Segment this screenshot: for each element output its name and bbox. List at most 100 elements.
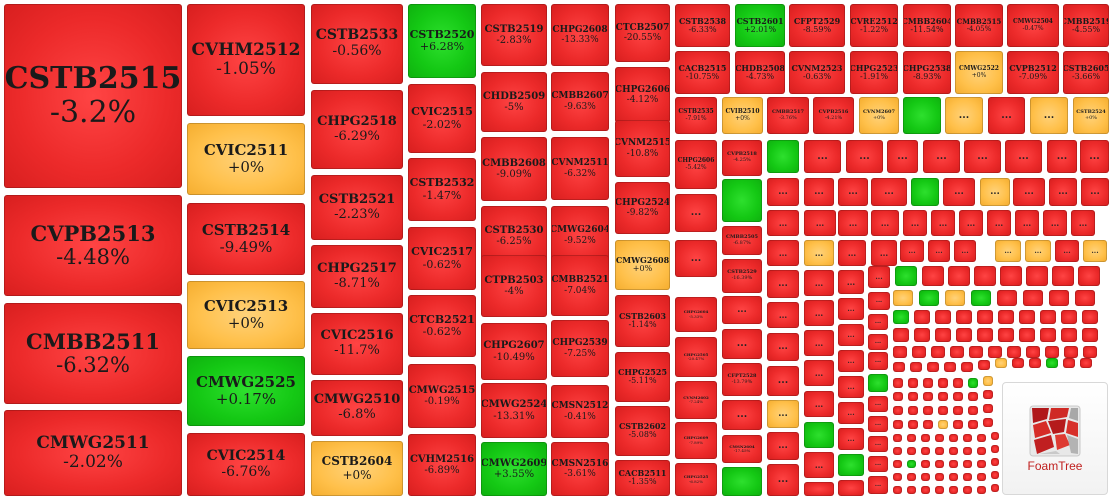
collapsed-tile[interactable]: ... [931,210,955,236]
treemap-tile[interactable]: CSTB2532 -1.47% [408,158,476,221]
collapsed-tile[interactable] [893,447,902,455]
treemap-tile[interactable]: CHPG2525 -5.11% [615,352,670,402]
collapsed-tile[interactable] [983,376,993,386]
collapsed-tile[interactable] [910,362,922,372]
collapsed-tile[interactable] [953,378,963,388]
collapsed-tile[interactable]: ... [675,240,717,277]
collapsed-tile[interactable] [977,460,986,468]
treemap-tile[interactable]: CHDB2508 -4.73% [735,51,785,94]
treemap-tile[interactable]: CHDB2509 -5% [481,72,547,132]
collapsed-tile[interactable]: ... [767,178,799,206]
treemap-tile[interactable]: CTCB2521 -0.62% [408,295,476,357]
collapsed-tile[interactable] [968,420,978,429]
collapsed-tile[interactable] [991,471,999,479]
collapsed-tile[interactable]: ... [871,178,907,206]
treemap-tile[interactable]: CVNM2523 -0.63% [789,51,845,94]
collapsed-tile[interactable] [903,97,941,134]
collapsed-tile[interactable]: ... [980,178,1010,206]
collapsed-tile[interactable]: ... [804,360,834,386]
collapsed-tile[interactable] [914,310,930,324]
collapsed-tile[interactable] [991,432,999,440]
collapsed-tile[interactable] [927,362,939,372]
treemap-tile[interactable]: CSTB2519 -2.83% [481,4,547,66]
collapsed-tile[interactable] [893,328,909,342]
collapsed-tile[interactable] [977,473,986,481]
treemap-tile[interactable]: CVIC2511 +0% [187,123,305,195]
collapsed-tile[interactable]: ... [838,298,864,320]
collapsed-tile[interactable]: ... [1049,178,1077,206]
treemap-tile[interactable]: CMBB2515 -4.05% [955,4,1003,47]
collapsed-tile[interactable] [908,420,918,429]
collapsed-tile[interactable] [969,346,983,358]
collapsed-tile[interactable] [907,460,916,468]
collapsed-tile[interactable]: ... [928,240,950,262]
treemap-tile[interactable]: CHPG2505 -20.47% [675,337,717,377]
collapsed-tile[interactable] [1061,310,1077,324]
collapsed-tile[interactable]: ... [900,240,924,262]
collapsed-tile[interactable] [1040,328,1056,342]
treemap-tile[interactable]: CHPG2609 -7.89% [675,422,717,459]
collapsed-tile[interactable]: ... [871,210,899,236]
treemap-tile[interactable]: CVNM2515 -10.8% [615,120,670,177]
collapsed-tile[interactable] [963,447,972,455]
collapsed-tile[interactable]: ... [943,178,975,206]
collapsed-tile[interactable] [949,473,958,481]
collapsed-tile[interactable] [935,460,944,468]
collapsed-tile[interactable] [1075,290,1095,306]
collapsed-tile[interactable] [974,266,996,286]
collapsed-tile[interactable]: ... [767,432,799,460]
collapsed-tile[interactable] [923,392,933,401]
collapsed-tile[interactable] [893,290,913,306]
collapsed-tile[interactable] [804,482,834,496]
treemap-tile[interactable]: CMWG2609 +3.55% [481,442,547,496]
collapsed-tile[interactable] [907,473,916,481]
collapsed-tile[interactable]: ... [868,314,888,330]
collapsed-tile[interactable]: ... [722,400,762,430]
treemap-tile[interactable]: CMBB2519 -4.55% [1063,4,1109,47]
treemap-tile[interactable]: CMWG2522 +0% [955,51,1003,94]
treemap-tile[interactable]: CSTB2604 +0% [311,441,403,496]
collapsed-tile[interactable] [919,290,939,306]
collapsed-tile[interactable] [935,486,944,494]
collapsed-tile[interactable]: ... [767,333,799,361]
collapsed-tile[interactable] [893,420,903,429]
collapsed-tile[interactable] [935,328,951,342]
collapsed-tile[interactable] [1082,328,1098,342]
collapsed-tile[interactable] [971,290,991,306]
collapsed-tile[interactable] [977,310,993,324]
collapsed-tile[interactable] [991,484,999,492]
treemap-tile[interactable]: CVIC2513 +0% [187,281,305,349]
collapsed-tile[interactable]: ... [804,391,834,417]
collapsed-tile[interactable] [895,266,917,286]
collapsed-tile[interactable]: ... [1083,240,1107,262]
collapsed-tile[interactable]: ... [838,428,864,450]
collapsed-tile[interactable] [1007,346,1021,358]
collapsed-tile[interactable] [949,460,958,468]
collapsed-tile[interactable] [983,390,993,399]
collapsed-tile[interactable] [977,486,986,494]
treemap-tile[interactable]: CMBB2608 -9.09% [481,137,547,201]
collapsed-tile[interactable] [893,486,902,494]
treemap-tile[interactable]: CHPG2538 -8.93% [903,51,951,94]
collapsed-tile[interactable]: ... [804,300,834,326]
collapsed-tile[interactable] [953,406,963,415]
collapsed-tile[interactable]: ... [1005,140,1042,173]
collapsed-tile[interactable] [1078,266,1100,286]
collapsed-tile[interactable]: ... [804,140,841,173]
treemap-tile[interactable]: CSTB2521 -2.23% [311,175,403,240]
collapsed-tile[interactable] [949,486,958,494]
collapsed-tile[interactable] [1040,310,1056,324]
collapsed-tile[interactable]: ... [868,396,888,412]
collapsed-tile[interactable]: ... [838,324,864,346]
collapsed-tile[interactable] [722,179,762,222]
collapsed-tile[interactable] [893,346,907,358]
collapsed-tile[interactable]: ... [995,240,1021,262]
treemap-tile[interactable]: CSTB2535 -7.91% [675,97,717,134]
collapsed-tile[interactable]: ... [767,210,799,236]
treemap-tile[interactable]: CVIC2515 -2.02% [408,84,476,153]
treemap-tile[interactable]: CMWG2515 -0.19% [408,364,476,428]
treemap-tile[interactable]: CSTB2524 +0% [1073,97,1109,134]
collapsed-tile[interactable]: ... [988,97,1025,134]
treemap-tile[interactable]: CVIC2514 -6.76% [187,433,305,496]
collapsed-tile[interactable] [968,392,978,401]
